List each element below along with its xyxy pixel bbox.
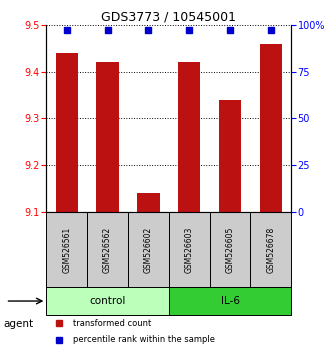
Bar [210,212,251,287]
Text: GSM526678: GSM526678 [266,227,275,273]
Text: transformed count: transformed count [73,319,152,327]
Text: agent: agent [3,319,33,329]
Bar [169,287,291,315]
Bar [178,62,201,212]
Text: GSM526603: GSM526603 [185,226,194,273]
Bar [137,193,160,212]
Bar [56,53,78,212]
Bar [260,44,282,212]
Bar [169,212,210,287]
Text: IL-6: IL-6 [220,296,240,306]
Text: GSM526562: GSM526562 [103,227,112,273]
Text: control: control [89,296,126,306]
Bar [219,100,241,212]
Bar [87,212,128,287]
Bar [251,212,291,287]
Text: GSM526602: GSM526602 [144,227,153,273]
Bar [46,212,87,287]
Text: GSM526605: GSM526605 [225,226,235,273]
Bar [96,62,119,212]
Title: GDS3773 / 10545001: GDS3773 / 10545001 [101,11,236,24]
Text: percentile rank within the sample: percentile rank within the sample [73,336,215,344]
Text: GSM526561: GSM526561 [62,227,71,273]
Bar [46,287,169,315]
Bar [128,212,169,287]
